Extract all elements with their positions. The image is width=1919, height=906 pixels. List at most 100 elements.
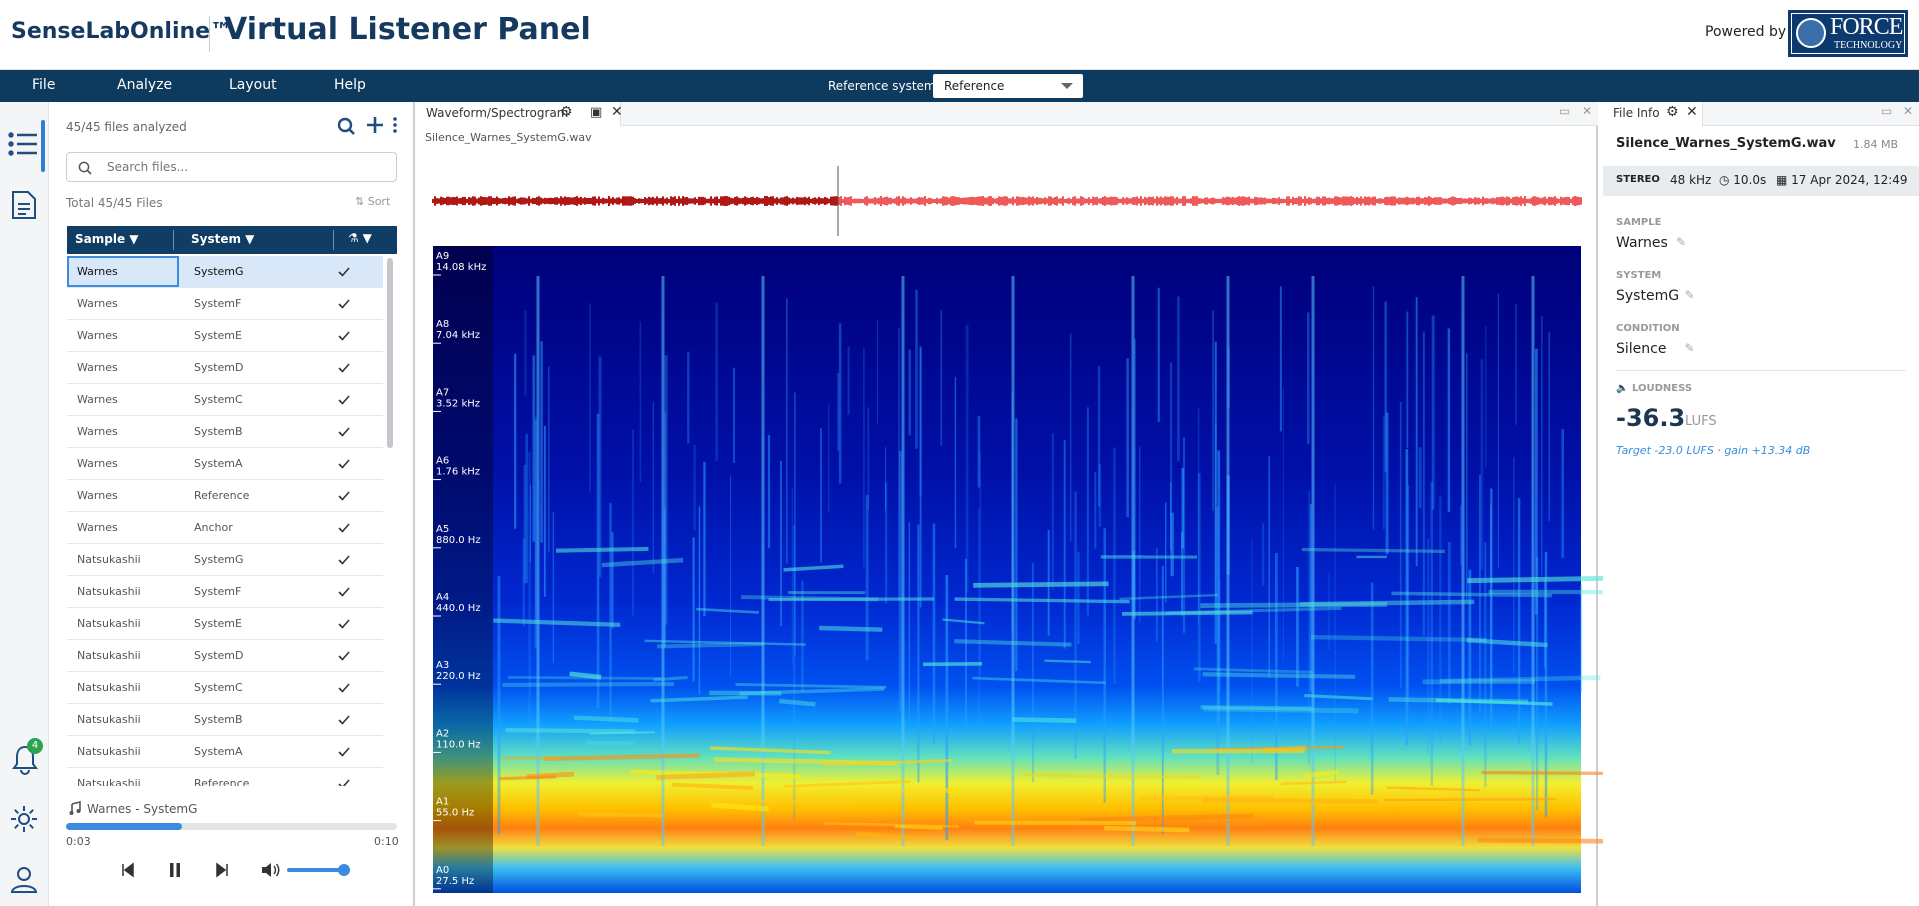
texture-harmonic: [1304, 693, 1373, 701]
reference-dropdown[interactable]: Reference: [933, 74, 1083, 98]
texture-harmonic: [1200, 705, 1313, 711]
check-icon: [338, 331, 350, 341]
tab[interactable]: File Info ⚙ ✕: [1603, 102, 1703, 126]
scrollbar[interactable]: [387, 258, 393, 448]
date-value: 17 Apr 2024, 12:49: [1791, 173, 1908, 187]
sample-cell: Natsukashii: [77, 713, 141, 726]
tab-close[interactable]: ✕: [1686, 104, 1698, 120]
file-row[interactable]: Natsukashii SystemB: [67, 704, 383, 736]
file-row[interactable]: Warnes Anchor: [67, 512, 383, 544]
file-row[interactable]: Warnes SystemC: [67, 384, 383, 416]
menu-item[interactable]: Help: [334, 77, 366, 93]
texture-harmonic: [1383, 797, 1557, 802]
settings-icon[interactable]: [10, 805, 38, 833]
user-icon[interactable]: [10, 865, 38, 893]
texture-harmonic: [784, 780, 911, 788]
check-icon: [338, 459, 350, 469]
system-cell: SystemB: [194, 713, 243, 726]
check-path: [338, 363, 350, 373]
column-header[interactable]: Sample ▼: [75, 232, 139, 246]
texture-harmonic: [493, 618, 621, 627]
sort-button[interactable]: ⇅ Sort: [355, 195, 391, 208]
band-note: A3: [436, 660, 449, 671]
file-row[interactable]: Warnes SystemE: [67, 320, 383, 352]
tab-settings[interactable]: ⚙: [1666, 104, 1679, 120]
menu-item[interactable]: Layout: [229, 77, 277, 93]
file-row[interactable]: Natsukashii SystemA: [67, 736, 383, 768]
document-icon[interactable]: [11, 190, 37, 220]
volume-knob[interactable]: [338, 864, 350, 876]
file-row[interactable]: Warnes SystemA: [67, 448, 383, 480]
file-row[interactable]: Warnes Reference: [67, 480, 383, 512]
check-path: [338, 651, 350, 661]
analyze-icon[interactable]: [337, 117, 355, 135]
menu-item[interactable]: Analyze: [117, 77, 173, 93]
texture-harmonic: [1262, 745, 1307, 754]
texture-harmonic: [876, 787, 960, 792]
volume-track[interactable]: [287, 868, 349, 872]
file-row[interactable]: Natsukashii Reference: [67, 768, 383, 786]
panel-close[interactable]: ✕: [1903, 104, 1914, 118]
file-row[interactable]: Warnes SystemG: [67, 256, 383, 288]
panel-maximize[interactable]: ▭: [1559, 104, 1571, 118]
file-table: Sample ▼ System ▼ ⚗ ▼ Warnes SystemG Warne…: [67, 226, 397, 786]
sample-cell: Natsukashii: [77, 649, 141, 662]
search-icon: [78, 161, 92, 175]
column-header[interactable]: System ▼: [191, 232, 255, 246]
brand: SenseLabOnline™: [11, 19, 233, 44]
list-icon[interactable]: [8, 131, 38, 157]
texture-harmonic: [711, 802, 769, 812]
panel-close[interactable]: ✕: [1582, 104, 1593, 118]
file-row[interactable]: Natsukashii SystemF: [67, 576, 383, 608]
tab-image[interactable]: ▣: [590, 105, 603, 120]
pause-button[interactable]: [169, 863, 181, 877]
sample-cell: Natsukashii: [77, 553, 141, 566]
volume-icon[interactable]: [261, 862, 281, 878]
texture-harmonic: [783, 564, 844, 572]
status-filter[interactable]: ⚗ ▼: [348, 231, 372, 245]
file-row[interactable]: Warnes SystemB: [67, 416, 383, 448]
texture-harmonic: [569, 671, 602, 680]
file-row[interactable]: Warnes SystemF: [67, 288, 383, 320]
file-row[interactable]: Natsukashii SystemG: [67, 544, 383, 576]
add-icon[interactable]: [367, 117, 383, 133]
texture-harmonic: [954, 639, 1072, 647]
texture-harmonic: [1304, 770, 1339, 778]
texture-harmonic: [671, 782, 753, 790]
texture-harmonic: [768, 597, 934, 602]
check-icon: [338, 651, 350, 661]
more-icon[interactable]: [393, 117, 397, 133]
panel-maximize[interactable]: ▭: [1881, 104, 1893, 118]
dropdown-arrow: [1061, 83, 1073, 89]
file-row[interactable]: Warnes SystemD: [67, 352, 383, 384]
file-row[interactable]: Natsukashii SystemE: [67, 608, 383, 640]
sample-cell: Natsukashii: [77, 617, 141, 630]
active-indicator: [41, 120, 45, 172]
texture-harmonic: [1104, 825, 1190, 833]
check-path: [338, 523, 350, 533]
progress-track[interactable]: [66, 823, 397, 830]
texture-harmonic: [1439, 675, 1601, 684]
tab-settings[interactable]: ⚙: [560, 104, 573, 120]
file-row[interactable]: Natsukashii SystemD: [67, 640, 383, 672]
band-note: A7: [436, 387, 449, 398]
menu-item[interactable]: File: [32, 77, 56, 93]
next-button[interactable]: [216, 862, 229, 878]
tab-close[interactable]: ✕: [611, 104, 623, 120]
texture-harmonic: [1139, 795, 1275, 801]
header: SenseLabOnline™ Virtual Listener Panel P…: [0, 0, 1919, 70]
file-row[interactable]: Natsukashii SystemC: [67, 672, 383, 704]
check-path: [338, 555, 350, 565]
powered-by: Powered by: [1705, 24, 1787, 40]
sample-cell: Warnes: [77, 489, 118, 502]
tab[interactable]: Waveform/Spectrogram ⚙: [416, 102, 621, 126]
waveform: [432, 166, 1582, 236]
texture-harmonic: [1280, 780, 1347, 786]
search-box[interactable]: Search files...: [66, 152, 397, 182]
check-path: [338, 427, 350, 437]
texture-harmonic: [601, 557, 684, 568]
previous-button[interactable]: [121, 862, 134, 878]
texture-harmonic: [735, 683, 887, 689]
